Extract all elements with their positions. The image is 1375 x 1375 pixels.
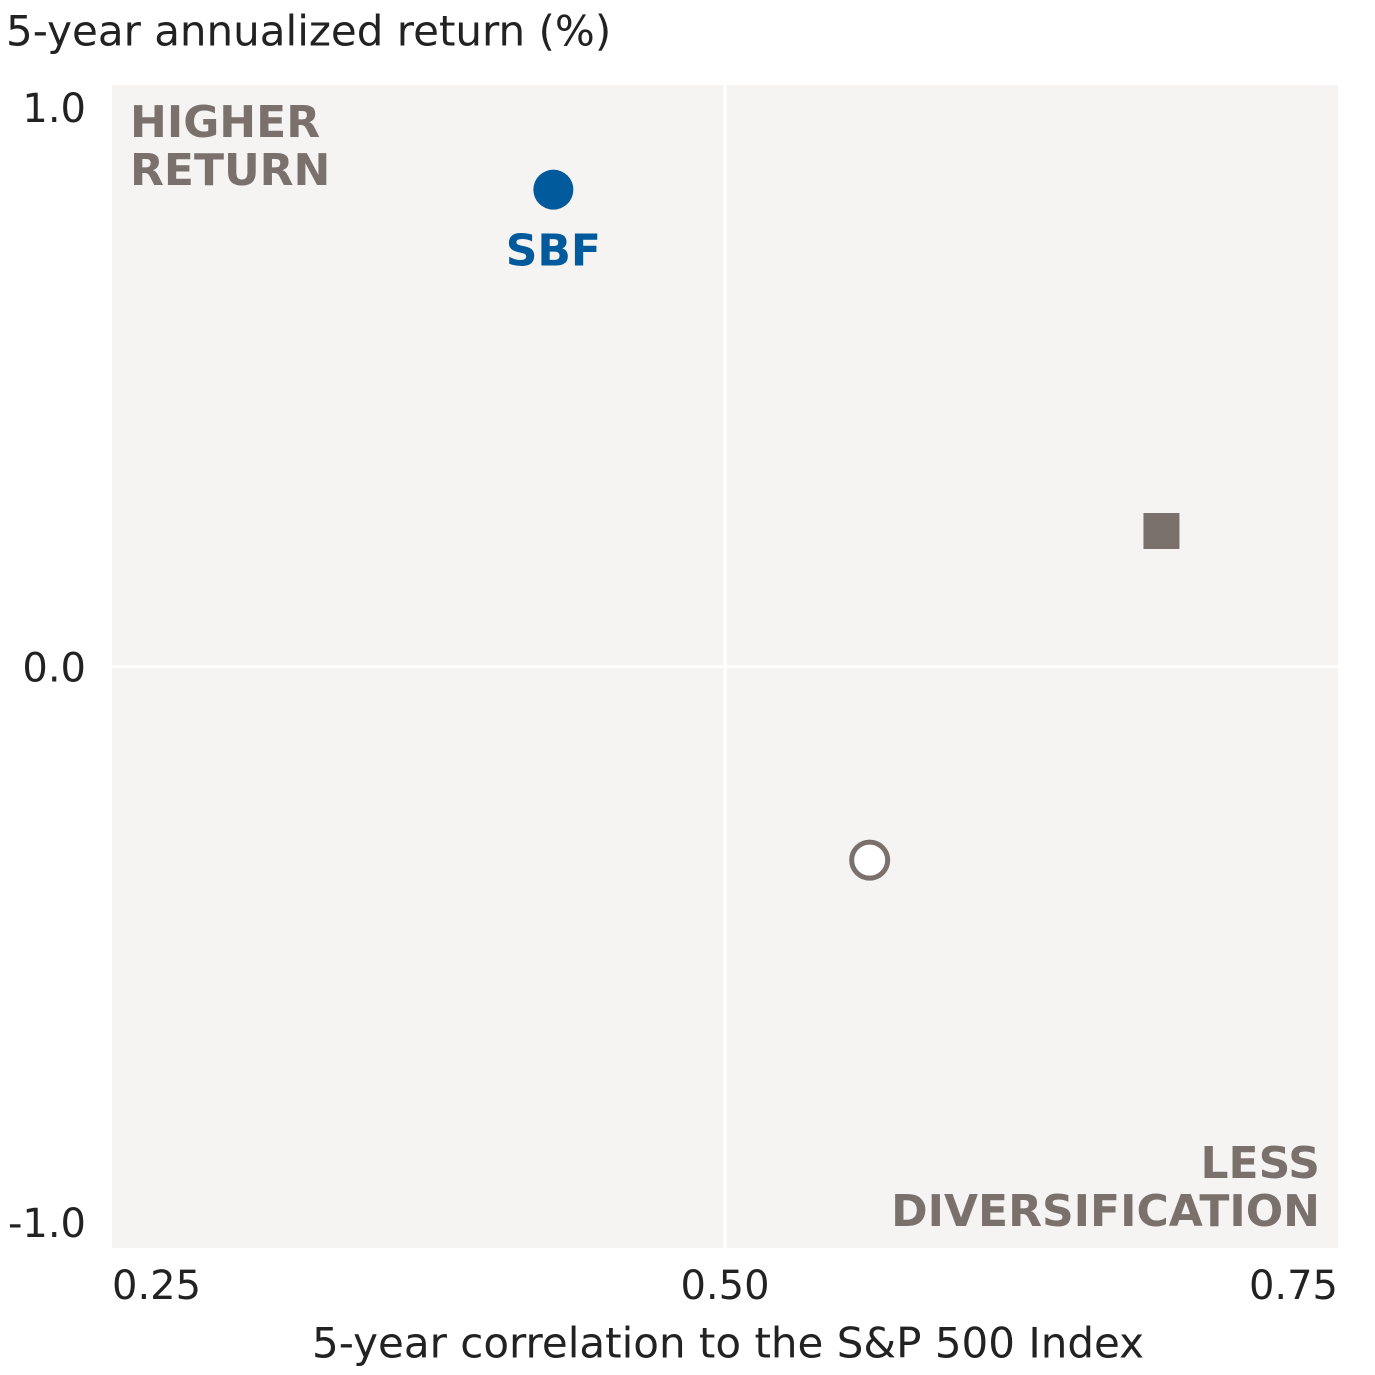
quadrant-label: HIGHER — [130, 97, 320, 148]
y-tick-label: 0.0 — [22, 646, 86, 692]
quadrant-label: DIVERSIFICATION — [891, 1186, 1320, 1237]
y-tick-label: 1.0 — [22, 86, 86, 132]
y-tick-label: -1.0 — [8, 1201, 86, 1247]
point — [533, 169, 574, 210]
quadrant-label: RETURN — [130, 145, 330, 196]
y-axis-label: 5-year annualized return (%) — [6, 7, 611, 56]
x-axis-label: 5-year correlation to the S&P 500 Index — [312, 1319, 1144, 1368]
x-tick-label: 0.75 — [1249, 1263, 1338, 1309]
x-tick-label: 0.50 — [680, 1263, 769, 1309]
quadrant-label: LESS — [1201, 1138, 1321, 1189]
point — [849, 839, 891, 881]
point — [1143, 513, 1180, 550]
x-tick-label: 0.25 — [112, 1263, 201, 1309]
point-label: SBF — [506, 226, 601, 277]
